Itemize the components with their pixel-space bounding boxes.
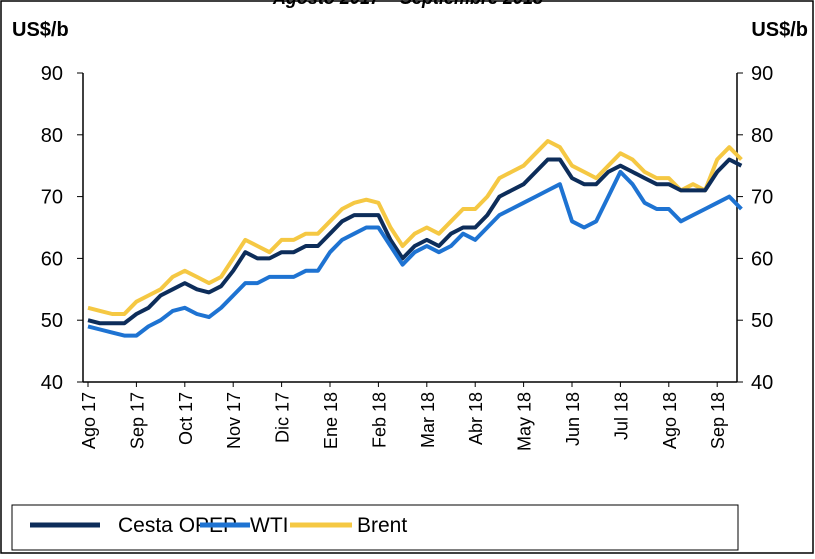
x-tick-label: Ago 18 bbox=[660, 392, 680, 449]
y2-tick-label: 80 bbox=[751, 125, 773, 147]
y2-axis-label: US$/b bbox=[751, 19, 808, 41]
y-tick-label: 90 bbox=[41, 63, 63, 85]
y-tick-label: 50 bbox=[41, 310, 63, 332]
y2-tick-label: 40 bbox=[751, 372, 773, 394]
legend-label: Cesta OPEP bbox=[118, 514, 237, 537]
x-tick-label: Jun 18 bbox=[563, 392, 583, 446]
x-tick-label: Abr 18 bbox=[466, 392, 486, 445]
x-tick-label: Sep 17 bbox=[127, 392, 147, 449]
x-tick-label: Nov 17 bbox=[224, 392, 244, 449]
x-tick-label: Jul 18 bbox=[611, 392, 631, 440]
x-tick-label: Ene 18 bbox=[321, 392, 341, 449]
legend-box bbox=[11, 504, 739, 551]
legend-label: Brent bbox=[357, 514, 407, 537]
x-tick-label: Feb 18 bbox=[369, 392, 389, 448]
legend-label: WTI bbox=[250, 514, 288, 537]
y2-tick-label: 70 bbox=[751, 187, 773, 209]
y2-tick-label: 50 bbox=[751, 310, 773, 332]
chart-title: Agosto 2017 – Septiembre 2018 bbox=[272, 0, 543, 8]
y-tick-label: 60 bbox=[41, 248, 63, 270]
x-tick-label: May 18 bbox=[515, 392, 535, 451]
series-line bbox=[87, 139, 743, 316]
y-tick-label: 70 bbox=[41, 187, 63, 209]
x-tick-label: Sep 18 bbox=[708, 392, 728, 449]
x-tick-label: Dic 17 bbox=[273, 392, 293, 443]
x-tick-label: Mar 18 bbox=[418, 392, 438, 448]
series-line bbox=[87, 169, 743, 338]
y2-tick-label: 90 bbox=[751, 63, 773, 85]
series-line bbox=[87, 157, 743, 326]
y-tick-label: 40 bbox=[41, 372, 63, 394]
y-axis-label: US$/b bbox=[12, 19, 69, 41]
y-tick-label: 80 bbox=[41, 125, 63, 147]
x-tick-label: Ago 17 bbox=[79, 392, 99, 449]
y2-tick-label: 60 bbox=[751, 248, 773, 270]
x-tick-label: Oct 17 bbox=[176, 392, 196, 445]
